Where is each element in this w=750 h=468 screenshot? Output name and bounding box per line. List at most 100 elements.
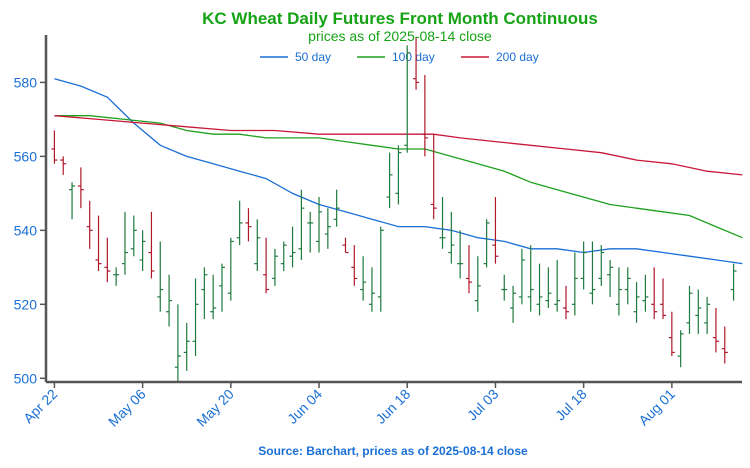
ohlc-bar [642, 274, 649, 312]
ohlc-bar [536, 263, 543, 316]
ohlc-bar [501, 274, 508, 301]
ohlc-bar [545, 267, 552, 309]
ma-line-100-day [54, 115, 743, 239]
x-tick-label: May 20 [193, 386, 237, 430]
ohlc-bar [342, 237, 349, 254]
ohlc-bar [457, 230, 464, 279]
ohlc-bar [395, 145, 402, 205]
y-axis-ticks: 500 520 540 560 580 [14, 74, 46, 386]
x-tick-label: Aug 01 [635, 386, 678, 429]
ohlc-bar [95, 215, 102, 272]
ohlc-bar [201, 267, 208, 320]
ohlc-bar [483, 219, 490, 268]
ohlc-bars [51, 38, 737, 382]
ohlc-bar [192, 278, 199, 357]
ohlc-bar [589, 241, 596, 305]
ohlc-bar [430, 134, 437, 220]
ohlc-bar [721, 326, 728, 364]
ohlc-bar [333, 189, 340, 227]
ohlc-bar [316, 197, 323, 253]
ohlc-bar [368, 267, 375, 312]
ohlc-bar [607, 259, 614, 297]
ohlc-bar [271, 248, 278, 286]
ohlc-bar [624, 267, 631, 305]
ohlc-bar [686, 285, 693, 334]
ohlc-bar [245, 208, 252, 242]
ohlc-bar [527, 245, 534, 312]
ohlc-bar [598, 245, 605, 286]
y-tick-label: 560 [14, 148, 38, 164]
ohlc-bar [615, 267, 622, 316]
ma-line-50-day [54, 78, 743, 265]
ohlc-bar [324, 208, 331, 249]
ohlc-bar [465, 245, 472, 294]
ohlc-bar [677, 330, 684, 368]
ohlc-bar [166, 274, 173, 327]
ohlc-bar [448, 211, 455, 264]
ohlc-bar [571, 252, 578, 316]
x-tick-label: Jul 03 [464, 386, 502, 424]
ohlc-bar [183, 322, 190, 371]
ohlc-bar [580, 241, 587, 290]
ohlc-bar [236, 200, 243, 246]
ohlc-bar [413, 38, 420, 90]
ohlc-bar [298, 189, 305, 260]
ohlc-bar [351, 245, 358, 286]
ohlc-bar [263, 237, 270, 294]
legend-label: 200 day [496, 50, 539, 64]
ohlc-bar [121, 211, 128, 275]
y-tick-label: 540 [14, 222, 38, 238]
x-tick-label: Jul 18 [552, 386, 590, 424]
ohlc-bar [492, 197, 499, 264]
ohlc-bar [421, 74, 428, 157]
ohlc-bar [174, 304, 181, 382]
x-tick-label: May 06 [105, 386, 149, 430]
x-tick-label: Jun 18 [372, 386, 413, 427]
ohlc-bar [280, 241, 287, 272]
source-note: Source: Barchart, prices as of 2025-08-1… [258, 444, 528, 458]
ohlc-bar [668, 311, 675, 357]
ohlc-bar [695, 289, 702, 334]
ohlc-bar [704, 296, 711, 334]
ohlc-bar [254, 219, 261, 272]
ohlc-bar [730, 263, 737, 301]
ohlc-bar [77, 167, 84, 209]
legend: 50 day 100 day 200 day [260, 50, 539, 64]
ohlc-bar [633, 282, 640, 323]
ohlc-bar [113, 267, 120, 286]
x-tick-label: Jun 04 [284, 386, 325, 427]
ohlc-bar [518, 248, 525, 305]
ohlc-bar [404, 45, 411, 153]
ohlc-bar [474, 256, 481, 312]
legend-label: 100 day [392, 50, 435, 64]
ohlc-bar [219, 263, 225, 312]
ohlc-bar [563, 285, 569, 320]
ohlc-bar [130, 215, 137, 257]
ohlc-bar [210, 274, 217, 320]
ohlc-bar [69, 182, 76, 220]
legend-label: 50 day [295, 50, 331, 64]
ohlc-bar [377, 226, 384, 312]
y-tick-label: 580 [14, 74, 38, 90]
ohlc-bar [227, 237, 234, 301]
ohlc-bar [289, 226, 296, 268]
ohlc-bar [386, 152, 393, 209]
ohlc-bar [510, 285, 517, 323]
ohlc-bar [157, 241, 164, 312]
ohlc-bar [307, 211, 314, 253]
ohlc-bar [104, 237, 111, 283]
axes [44, 35, 742, 384]
ohlc-bar [60, 156, 67, 175]
ohlc-bar [148, 211, 155, 279]
ohlc-bar [660, 278, 667, 320]
ohlc-bar [439, 197, 446, 249]
ohlc-bar [554, 259, 561, 312]
ohlc-bar [86, 200, 93, 249]
x-axis-ticks: Apr 22 May 06 May 20 Jun 04 Jun 18 Jul 03 Jul … [20, 382, 678, 430]
ohlc-bar [712, 308, 719, 353]
chart-subtitle: prices as of 2025-08-14 close [308, 28, 492, 44]
chart-title: KC Wheat Daily Futures Front Month Conti… [202, 9, 598, 28]
ohlc-bar [651, 267, 658, 320]
y-tick-label: 520 [14, 296, 38, 312]
